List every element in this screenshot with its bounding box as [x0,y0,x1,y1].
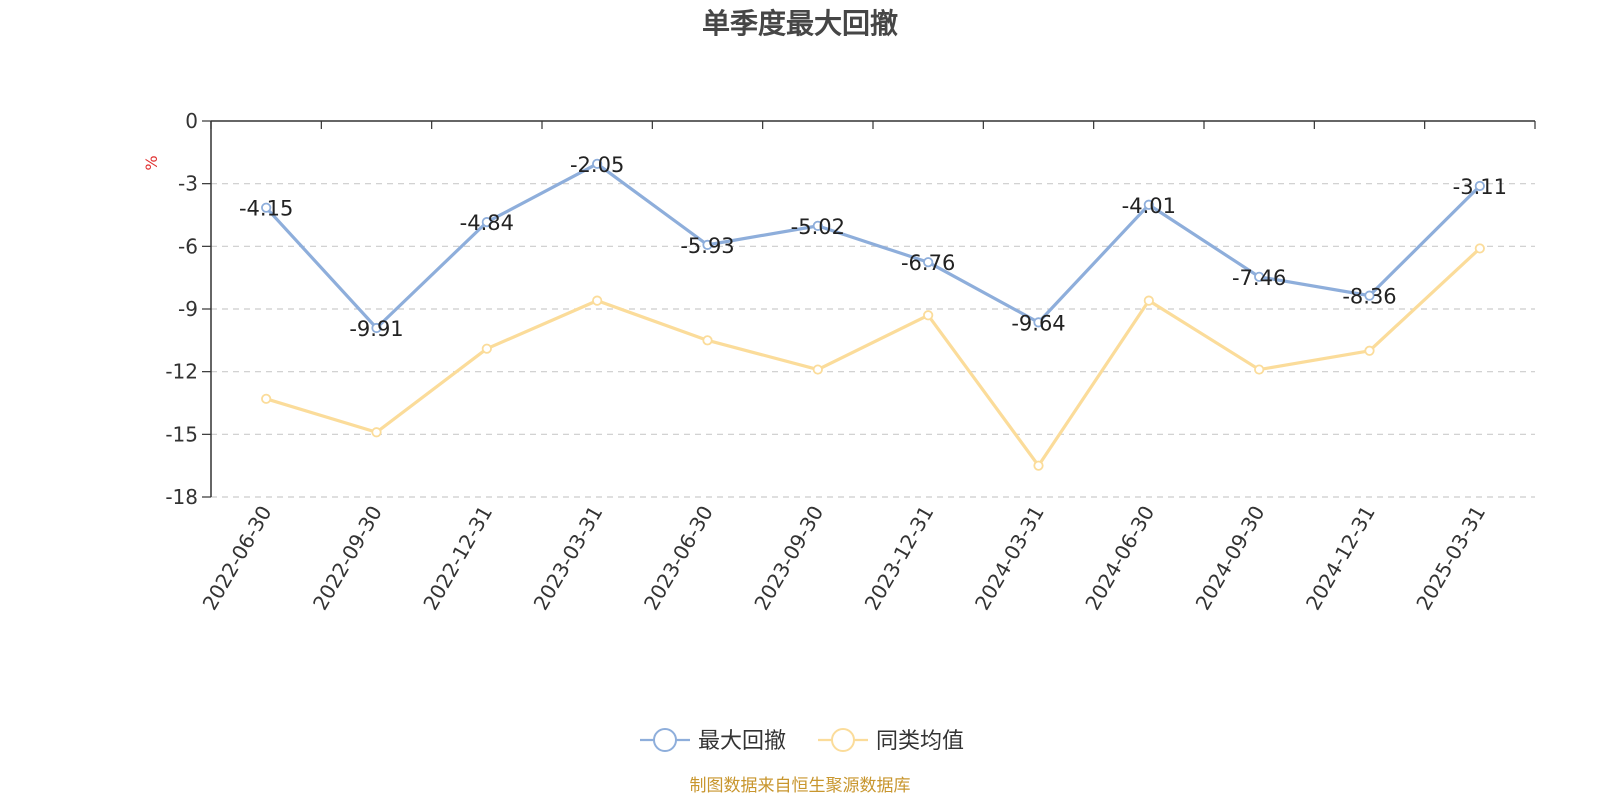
x-tick-label: 2024-12-31 [1301,502,1380,615]
y-tick-label: -3 [178,172,198,196]
data-label: -4.15 [239,197,293,221]
legend-label: 同类均值 [876,729,964,754]
data-point[interactable] [261,393,272,404]
data-point[interactable] [812,220,823,231]
data-point[interactable] [923,257,934,268]
y-tick-label: -6 [178,234,198,258]
y-tick-label: -12 [165,360,198,384]
data-point[interactable] [1143,199,1154,210]
legend-item[interactable]: 同类均值 [818,728,964,754]
series-line [265,247,1481,468]
chart-title: 单季度最大回撤 [702,7,898,40]
data-point[interactable] [1474,243,1485,254]
data-label: -2.05 [570,153,624,177]
legend-item[interactable]: 最大回撤 [640,728,786,754]
data-point[interactable] [1254,364,1265,375]
data-label: -4.84 [460,211,514,235]
y-tick-label: -15 [165,422,198,446]
data-label: -8.36 [1342,285,1396,309]
source-note: 制图数据来自恒生聚源数据库 [690,776,911,796]
x-tick-label: 2023-06-30 [639,502,718,615]
x-tick-label: 2023-09-30 [749,502,828,615]
data-point[interactable] [1364,345,1375,356]
y-axis-unit-label: % [142,155,161,170]
data-point[interactable] [1033,460,1044,471]
x-tick-label: 2024-03-31 [970,502,1049,615]
data-label: -9.64 [1011,311,1065,335]
data-label: -9.91 [349,317,403,341]
data-label: -7.46 [1232,266,1286,290]
x-tick-label: 2023-03-31 [529,502,608,615]
data-label: -3.11 [1453,175,1507,199]
series-lines [261,158,1485,471]
data-point[interactable] [702,335,713,346]
data-label: -6.76 [901,251,955,275]
data-point[interactable] [261,202,272,213]
data-point[interactable] [371,322,382,334]
y-tick-label: -18 [165,485,198,509]
data-point[interactable] [1254,271,1265,282]
x-tick-label: 2025-03-31 [1411,502,1490,615]
grid-lines [211,183,1535,498]
x-tick-label: 2024-06-30 [1080,502,1159,615]
x-tick-label: 2022-06-30 [198,502,277,615]
data-point[interactable] [481,217,492,228]
data-point[interactable] [371,427,382,438]
data-point[interactable] [592,295,603,306]
data-label: -4.01 [1122,194,1176,218]
legend-marker [653,728,677,752]
data-point[interactable] [1474,180,1485,192]
data-label: -5.02 [791,215,845,239]
data-labels: -4.15 -9.91 -4.84 -2.05 -5.93 -5.02 -6.76 -9.64… [239,153,1507,341]
data-point[interactable] [592,158,603,169]
data-point[interactable] [812,364,823,375]
data-point[interactable] [1033,317,1044,328]
data-point[interactable] [481,343,492,354]
data-point[interactable] [702,239,713,250]
data-point[interactable] [1143,295,1154,306]
series-line [264,162,1481,330]
data-point[interactable] [923,310,934,321]
x-tick-label: 2024-09-30 [1191,502,1270,615]
legend-label: 最大回撤 [698,729,786,754]
data-label: -5.93 [680,234,734,258]
data-point[interactable] [1364,290,1375,301]
x-tick-label: 2023-12-31 [860,502,939,615]
x-tick-label: 2022-12-31 [418,502,497,615]
y-tick-label: 0 [185,109,198,133]
legend[interactable]: 最大回撤 同类均值 [640,728,964,754]
legend-marker [831,728,855,752]
y-tick-label: -9 [178,297,198,321]
x-tick-label: 2022-09-30 [308,502,387,615]
